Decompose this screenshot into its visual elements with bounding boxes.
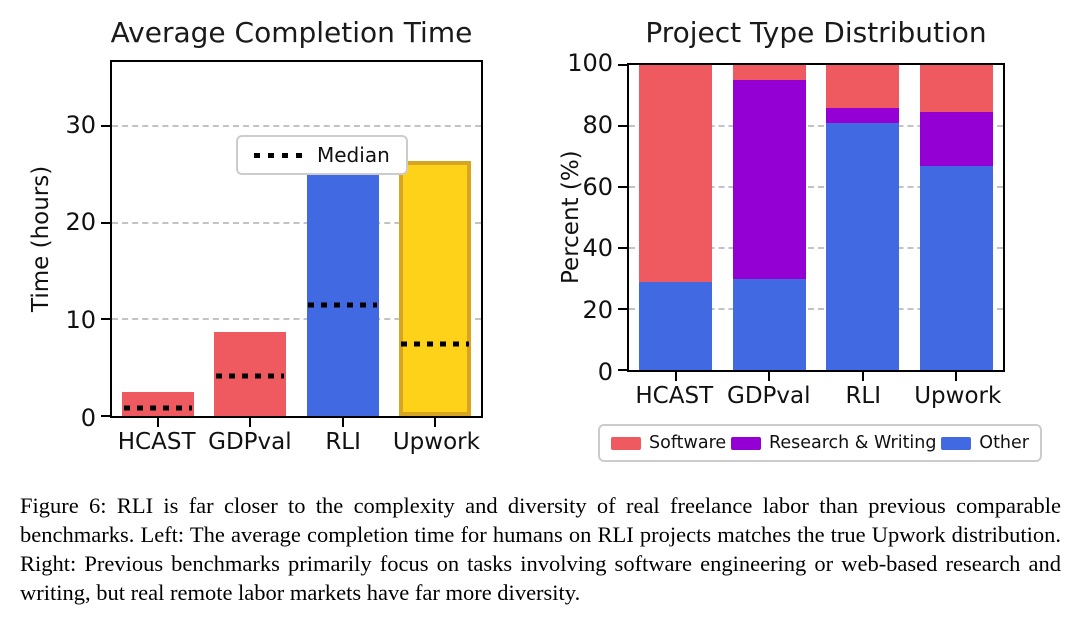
left-x-label-rli: RLI: [325, 429, 361, 455]
segment-software-rli: [826, 65, 900, 108]
legend-swatch-other-icon: [941, 436, 972, 450]
right-y-tick-0: [618, 369, 627, 371]
left-y-tick-label-20: 20: [65, 208, 96, 237]
bar-slot-gdpval: [204, 62, 296, 416]
median-line-hcast: [123, 405, 193, 411]
right-y-tick-label-80: 80: [582, 110, 613, 139]
median-legend: Median: [236, 135, 408, 175]
right-x-tick-labels: HCAST GDPval RLI Upwork: [627, 383, 1005, 413]
right-y-tick-label-40: 40: [582, 234, 613, 263]
right-gridline-40: [629, 247, 1003, 249]
right-y-tick-40: [618, 247, 627, 249]
left-x-label-upwork: Upwork: [392, 429, 480, 455]
right-y-tick-label-0: 0: [597, 358, 613, 386]
median-line-upwork: [400, 341, 469, 347]
left-y-tick-0: [101, 415, 110, 417]
segment-other-rli: [826, 122, 900, 370]
bar-hcast: [122, 391, 195, 416]
left-x-label-gdpval: GDPval: [208, 429, 292, 455]
right-x-label-upwork: Upwork: [914, 383, 1002, 409]
legend-swatch-research-writing-icon: [730, 436, 761, 450]
segment-other-hcast: [639, 281, 713, 370]
left-x-tick-rli: [341, 418, 344, 427]
right-plot-area: [618, 63, 1005, 381]
right-gridline-60: [629, 186, 1003, 188]
left-y-tick-label-0: 0: [80, 404, 96, 432]
segment-other-gdpval: [732, 278, 806, 370]
right-gridline-80: [629, 125, 1003, 127]
bar-upwork: [398, 160, 471, 416]
stack-slot-gdpval: [723, 65, 817, 370]
segment-other-upwork: [919, 165, 993, 370]
legend-swatch-software-icon: [611, 436, 641, 450]
bar-slot-rli: [297, 62, 389, 416]
segment-research-writing-upwork: [919, 112, 993, 166]
left-y-tick-labels: 0 10 20 30: [0, 60, 96, 430]
median-legend-label: Median: [317, 143, 390, 167]
left-y-tick-10: [101, 318, 110, 321]
median-line-gdpval: [216, 373, 285, 379]
left-plot-area: Median: [101, 60, 483, 427]
left-gridline-20: [112, 221, 481, 224]
legend-label-research-writing: Research & Writing: [768, 433, 937, 453]
right-y-tick-labels: 0 20 40 60 80 100: [540, 51, 613, 384]
right-y-tick-80: [618, 125, 627, 127]
figure-caption: Figure 6: RLI is far closer to the compl…: [20, 493, 1061, 605]
segment-research-writing-gdpval: [732, 80, 806, 279]
right-x-tick-hcast: [674, 372, 677, 381]
legend-item-software: Software: [611, 433, 726, 453]
project-type-legend: Software Research & Writing Other: [598, 424, 1042, 462]
bar-slot-hcast: [112, 62, 204, 416]
right-chart-title: Project Type Distribution: [645, 16, 987, 49]
stack-slot-upwork: [910, 65, 1004, 370]
right-y-tick-60: [618, 186, 627, 188]
median-dotted-line-icon: [254, 152, 304, 158]
median-line-rli: [308, 302, 377, 308]
right-y-tick-label-20: 20: [582, 296, 613, 325]
right-x-label-hcast: HCAST: [635, 383, 714, 409]
chart-average-completion-time: Average Completion Time Time (hours) 0 10…: [0, 0, 540, 470]
left-x-label-hcast: HCAST: [117, 429, 196, 455]
right-y-tick-label-60: 60: [582, 172, 613, 201]
stack-slot-rli: [816, 65, 910, 370]
left-x-tick-hcast: [157, 418, 160, 427]
left-gridline-30: [112, 124, 481, 127]
left-x-tick-gdpval: [249, 418, 252, 427]
right-x-tick-rli: [861, 372, 864, 381]
right-y-tick-100: [618, 64, 627, 66]
right-x-tick-gdpval: [768, 372, 771, 381]
legend-label-software: Software: [649, 433, 727, 453]
segment-software-gdpval: [732, 65, 806, 81]
left-y-tick-20: [101, 221, 110, 224]
legend-item-research-writing: Research & Writing: [730, 433, 937, 453]
right-x-label-rli: RLI: [845, 383, 882, 409]
bar-slot-upwork: [389, 62, 481, 416]
right-y-tick-20: [618, 308, 627, 310]
right-x-tick-upwork: [955, 372, 958, 381]
legend-item-other: Other: [941, 433, 1029, 453]
right-x-label-gdpval: GDPval: [727, 383, 811, 409]
left-y-tick-30: [101, 124, 110, 127]
stack-slot-hcast: [629, 65, 723, 370]
left-y-tick-label-30: 30: [65, 110, 96, 139]
segment-software-upwork: [919, 65, 993, 113]
segment-research-writing-rli: [826, 107, 900, 123]
right-gridline-20: [629, 308, 1003, 310]
left-x-tick-upwork: [433, 418, 436, 427]
right-y-tick-label-100: 100: [567, 49, 613, 77]
bar-rli: [306, 135, 379, 416]
legend-label-other: Other: [979, 433, 1029, 453]
left-x-tick-labels: HCAST GDPval RLI Upwork: [110, 429, 483, 459]
left-chart-title: Average Completion Time: [110, 16, 473, 49]
segment-software-hcast: [639, 65, 713, 282]
left-y-tick-label-10: 10: [65, 306, 96, 335]
left-gridline-10: [112, 318, 481, 321]
